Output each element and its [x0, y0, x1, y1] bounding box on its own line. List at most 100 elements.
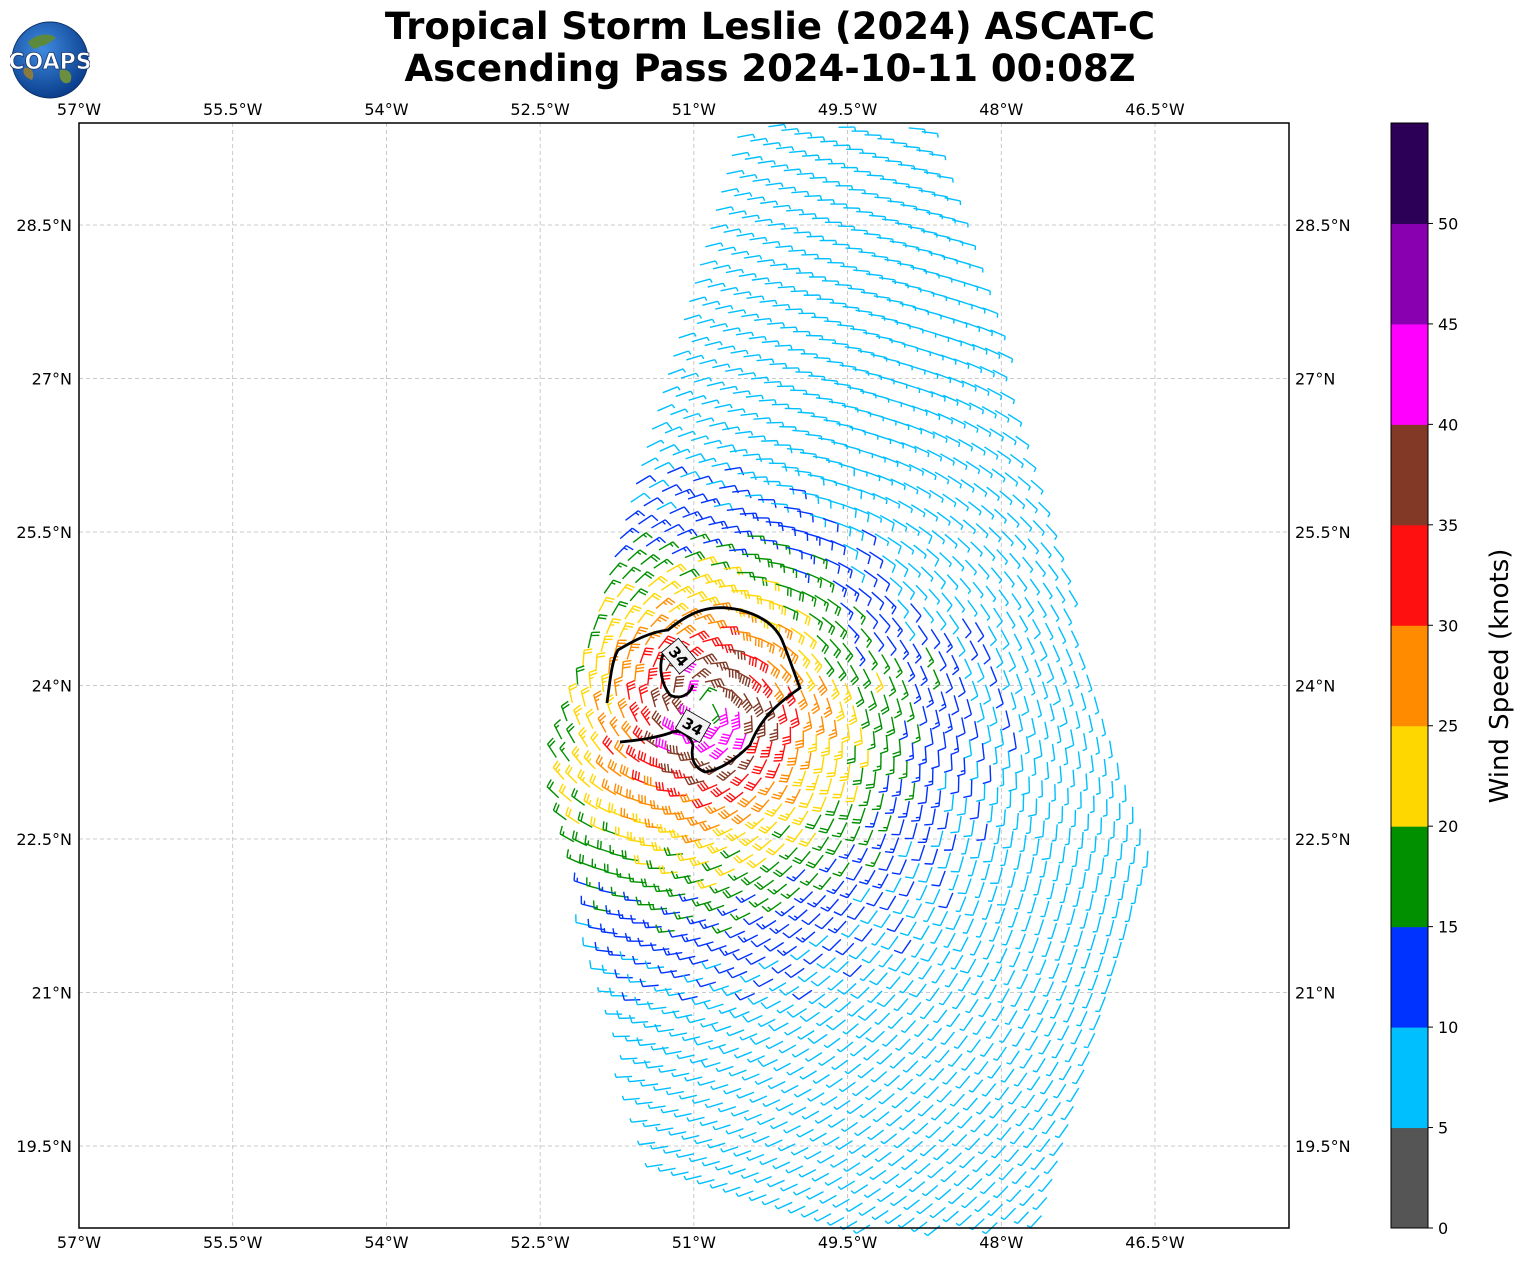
wind-barb [634, 996, 654, 1006]
wind-barb [1013, 853, 1022, 870]
wind-barb [871, 833, 887, 850]
wind-barb [748, 674, 762, 694]
wind-barb [645, 536, 666, 547]
wind-barb [859, 1107, 877, 1119]
wind-barb [922, 368, 939, 379]
wind-barb [728, 648, 746, 661]
wind-barb [674, 488, 696, 497]
wind-barb [923, 507, 939, 522]
wind-barb [943, 932, 956, 948]
wind-barb [731, 151, 751, 157]
wind-barb [961, 618, 972, 639]
wind-barb [697, 653, 718, 665]
wind-barb [584, 835, 601, 850]
wind-barb [784, 967, 805, 979]
wind-barb [895, 1038, 911, 1051]
wind-barb [642, 592, 662, 606]
wind-barb [661, 580, 682, 591]
wind-barb [851, 807, 866, 824]
wind-barb [764, 281, 783, 287]
wind-barb [672, 448, 691, 456]
wind-barb [756, 719, 766, 739]
wind-barb [655, 781, 674, 793]
wind-barb [983, 845, 996, 863]
wind-barb [881, 654, 891, 675]
wind-barb [1001, 710, 1011, 731]
wind-barb [827, 162, 846, 168]
wind-barb [1093, 956, 1104, 973]
wind-barb [933, 1009, 948, 1024]
wind-barb [792, 850, 811, 865]
wind-barb [664, 523, 685, 533]
wind-barb [1006, 791, 1012, 809]
wind-barb [842, 964, 862, 978]
wind-barb [1050, 743, 1056, 762]
wind-barb [1099, 938, 1109, 955]
wind-barb [879, 734, 889, 755]
wind-barb [647, 575, 668, 587]
wind-barb [914, 1162, 931, 1175]
lon-tick-label: 52.5°W [510, 100, 570, 119]
wind-barb [763, 941, 785, 952]
lon-tick-label: 55.5°W [203, 100, 263, 119]
wind-barb [771, 784, 788, 800]
wind-barb [729, 548, 749, 558]
wind-barb [918, 866, 933, 883]
wind-barb [848, 946, 868, 960]
wind-barb [583, 792, 598, 810]
wind-barb [1088, 714, 1094, 734]
wind-barb [966, 361, 983, 374]
wind-barb [683, 1175, 702, 1181]
wind-barb [793, 891, 814, 904]
wind-barb [671, 1072, 690, 1078]
wind-barb [931, 969, 946, 984]
wind-barb [899, 921, 917, 937]
wind-barb [1122, 825, 1128, 843]
wind-barb [725, 1128, 744, 1135]
wind-barb [600, 635, 614, 652]
wind-barb [1027, 897, 1037, 914]
wind-barb [1089, 795, 1095, 814]
wind-barb [1091, 875, 1100, 893]
wind-barb [1003, 571, 1015, 588]
colorbar-tick-label: 15 [1438, 918, 1458, 937]
wind-barb [559, 741, 570, 762]
wind-barb [845, 1202, 863, 1212]
wind-barb [744, 254, 763, 260]
colorbar-tick-label: 0 [1438, 1219, 1448, 1238]
wind-barb [946, 1013, 961, 1028]
wind-barb [828, 499, 845, 510]
wind-barb [571, 745, 583, 766]
wind-barb [756, 358, 775, 364]
wind-barb [951, 1133, 968, 1147]
wind-barb [805, 854, 824, 869]
wind-barb [1028, 1116, 1043, 1131]
wind-barb [1026, 637, 1035, 656]
wind-barb [898, 500, 913, 513]
wind-barb [1002, 929, 1013, 946]
wind-barb [873, 632, 885, 653]
wind-barb [731, 250, 750, 256]
wind-barb [678, 893, 699, 902]
wind-barb [882, 456, 899, 468]
wind-barb [765, 182, 784, 188]
wind-barb [998, 589, 1009, 607]
contour-line [605, 606, 802, 774]
wind-barb [884, 1213, 902, 1225]
wind-barb [680, 934, 701, 943]
wind-barb [715, 643, 735, 654]
wind-barb [761, 678, 773, 699]
wind-barb [801, 590, 817, 607]
title-line-2: Ascending Pass 2024-10-11 00:08Z [404, 47, 1136, 90]
wind-barb [822, 1136, 840, 1146]
wind-barb [1060, 1105, 1074, 1121]
wind-barb [757, 160, 776, 165]
wind-barb [932, 669, 941, 690]
wind-barb [992, 1185, 1009, 1199]
wind-barb [700, 1021, 719, 1028]
wind-barb [830, 539, 846, 556]
wind-barb [937, 812, 949, 830]
wind-barb [644, 818, 663, 829]
wind-barb [920, 947, 938, 962]
